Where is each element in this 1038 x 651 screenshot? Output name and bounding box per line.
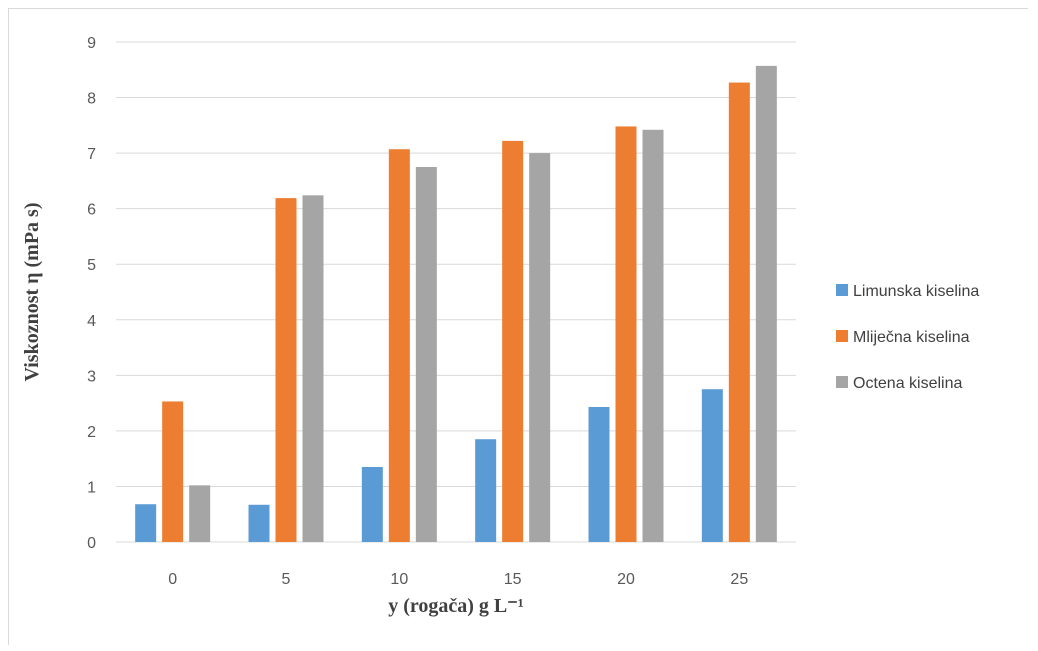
bar-limunska-kiselina-25 [701,389,723,542]
x-tick-label: 0 [168,571,177,588]
bar-octena-kiselina-20 [642,129,664,542]
bar-octena-kiselina-15 [529,153,551,542]
bar-octena-kiselina-0 [189,485,211,542]
y-tick-label: 4 [87,313,96,330]
x-tick-labels: 0 5 10 15 20 25 [168,571,748,588]
x-tick-label: 20 [617,571,635,588]
bar-mliječna-kiselina-15 [502,140,524,542]
y-tick-label: 1 [87,479,96,496]
bar-limunska-kiselina-15 [475,439,497,542]
gridlines [116,41,796,543]
y-tick-label: 3 [87,368,96,385]
bar-mliječna-kiselina-5 [275,198,297,542]
x-tick-label: 10 [390,571,408,588]
x-tick-label: 25 [730,571,748,588]
bar-mliječna-kiselina-10 [388,149,410,542]
bar-octena-kiselina-25 [755,65,777,542]
bar-limunska-kiselina-0 [135,504,157,542]
y-tick-label: 6 [87,202,96,219]
bar-octena-kiselina-5 [302,195,324,543]
y-tick-label: 0 [87,535,96,552]
legend-swatch [836,376,848,388]
legend-swatch [836,284,848,296]
y-tick-label: 5 [87,257,96,274]
legend-label: Octena kiselina [853,375,962,392]
legend-swatch [836,330,848,342]
y-tick-label: 2 [87,424,96,441]
bar-limunska-kiselina-20 [588,407,610,542]
legend: Limunska kiselina Mliječna kiselina Octena… [836,283,979,392]
bar-mliječna-kiselina-25 [728,82,750,543]
bar-limunska-kiselina-5 [248,504,270,542]
x-tick-label: 5 [282,571,291,588]
bar-limunska-kiselina-10 [361,467,383,542]
bars [135,65,777,543]
y-tick-label: 9 [87,35,96,52]
y-tick-labels: 0 1 2 3 4 5 6 7 8 9 [87,35,96,552]
y-tick-label: 7 [87,146,96,163]
y-axis-title: Viskoznost η (mPa s) [21,203,43,382]
legend-label: Limunska kiselina [853,283,979,300]
bar-octena-kiselina-10 [415,167,437,542]
bar-mliječna-kiselina-20 [615,126,637,542]
bar-mliječna-kiselina-0 [162,401,184,542]
x-axis-title: y (rogača) g L⁻¹ [388,595,524,617]
legend-label: Mliječna kiselina [853,329,970,346]
chart-frame [8,8,1028,645]
x-tick-label: 15 [504,571,522,588]
y-tick-label: 8 [87,91,96,108]
